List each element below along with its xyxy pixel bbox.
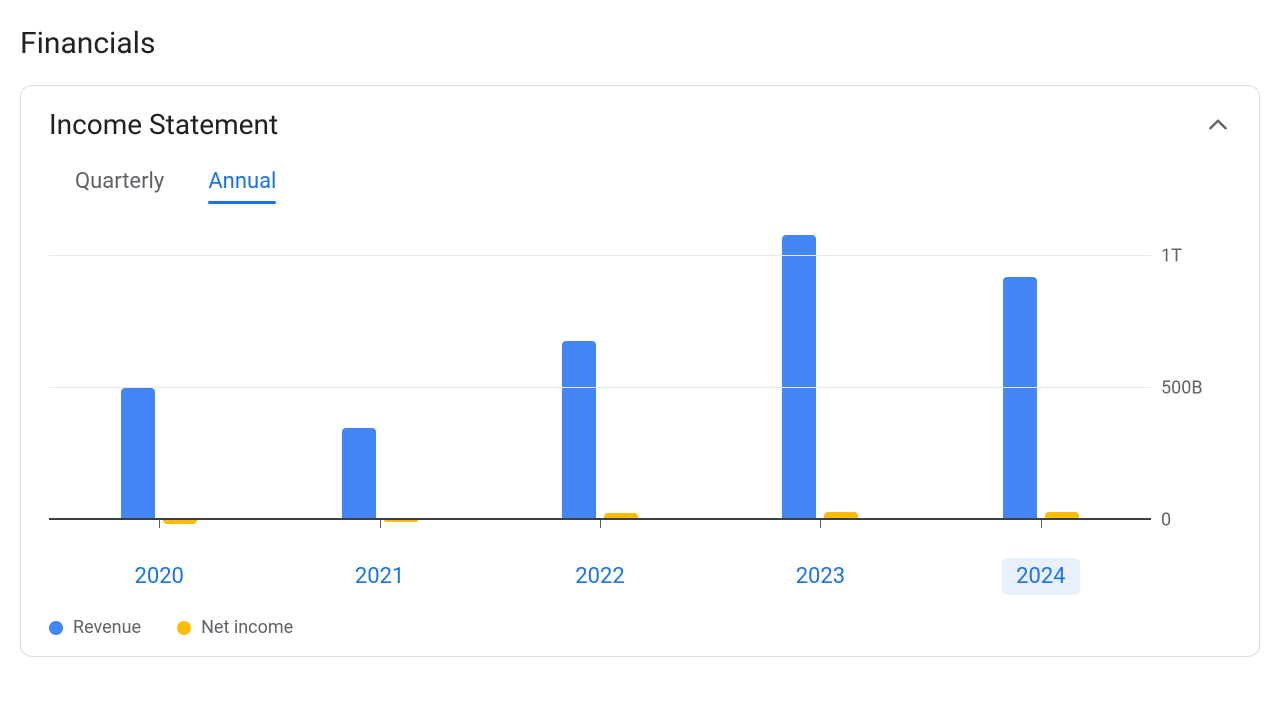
bar-group	[49, 230, 269, 520]
bar-group	[931, 230, 1151, 520]
gridline	[49, 387, 1151, 388]
bar-revenue[interactable]	[782, 235, 816, 520]
period-tabs: Quarterly Annual	[75, 169, 1231, 204]
bar-revenue[interactable]	[562, 341, 596, 520]
year-label-2022[interactable]: 2022	[561, 558, 638, 595]
y-axis-label: 0	[1161, 510, 1231, 531]
year-label-2023[interactable]: 2023	[782, 558, 859, 595]
gridline	[49, 255, 1151, 256]
legend-item[interactable]: Net income	[177, 617, 293, 638]
year-label-2024[interactable]: 2024	[1002, 558, 1079, 595]
gridline	[49, 518, 1151, 520]
income-chart: 0500B1T	[49, 230, 1231, 520]
tab-quarterly[interactable]: Quarterly	[75, 169, 164, 204]
bar-revenue[interactable]	[1003, 277, 1037, 520]
bar-net_income[interactable]	[384, 520, 418, 522]
x-tick	[380, 520, 381, 528]
collapse-chevron-icon[interactable]	[1205, 112, 1231, 138]
legend-label: Net income	[201, 617, 293, 638]
legend-swatch-icon	[49, 621, 63, 635]
bar-revenue[interactable]	[121, 388, 155, 520]
legend-swatch-icon	[177, 621, 191, 635]
chart-x-axis: 2020 2021 2022 2023 2024	[49, 558, 1151, 595]
bar-group	[710, 230, 930, 520]
card-title: Income Statement	[49, 108, 278, 141]
year-label-2021[interactable]: 2021	[341, 558, 418, 595]
bar-net_income[interactable]	[163, 520, 197, 524]
income-statement-card: Income Statement Quarterly Annual 0 500B 1T…	[20, 85, 1260, 657]
section-title: Financials	[20, 26, 1260, 61]
tab-annual[interactable]: Annual	[208, 169, 276, 204]
x-tick	[600, 520, 601, 528]
x-tick	[1041, 520, 1042, 528]
y-axis-label: 1T	[1161, 246, 1231, 267]
bar-group	[269, 230, 489, 520]
x-tick	[159, 520, 160, 528]
y-axis-label: 500B	[1161, 378, 1231, 399]
bar-group	[490, 230, 710, 520]
year-label-2020[interactable]: 2020	[120, 558, 197, 595]
legend-label: Revenue	[73, 617, 141, 638]
chart-legend: Revenue Net income	[49, 617, 1231, 638]
bar-revenue[interactable]	[342, 428, 376, 520]
legend-item[interactable]: Revenue	[49, 617, 141, 638]
x-tick	[820, 520, 821, 528]
